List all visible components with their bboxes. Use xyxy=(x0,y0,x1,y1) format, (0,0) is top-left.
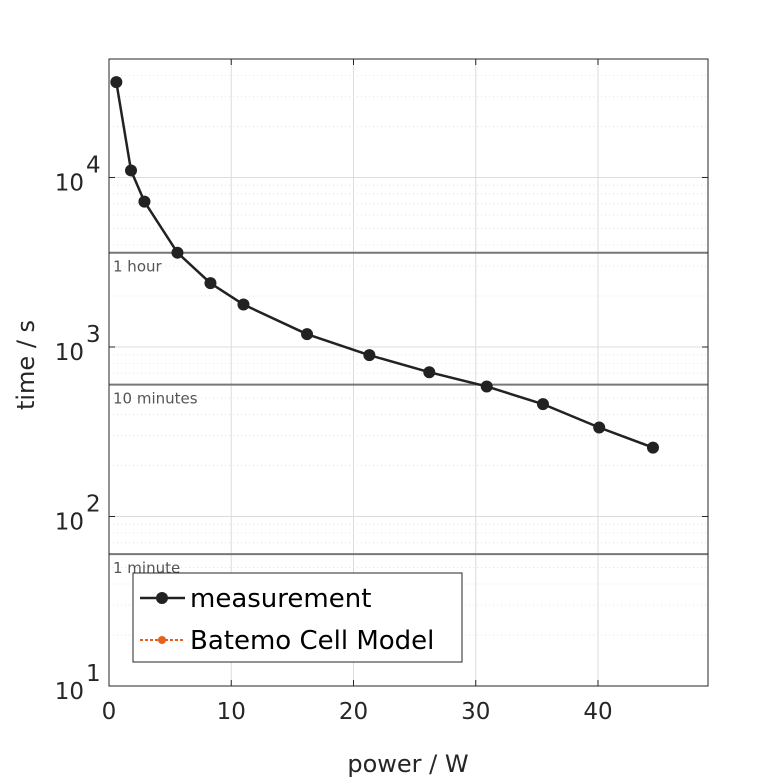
legend-measurement-marker xyxy=(156,592,168,604)
data-point xyxy=(204,277,217,290)
x-tick-label: 20 xyxy=(339,699,368,725)
x-tick-label: 0 xyxy=(102,699,117,725)
data-point xyxy=(536,398,549,411)
data-point xyxy=(125,164,138,177)
y-tick-label-exponent: 2 xyxy=(86,491,101,517)
y-tick-label: 10 xyxy=(55,340,84,366)
y-tick-label-exponent: 3 xyxy=(86,322,101,348)
data-point xyxy=(237,298,250,311)
legend-batemo-marker xyxy=(158,636,166,644)
x-axis-label: power / W xyxy=(347,750,468,778)
y-tick-label: 10 xyxy=(55,679,84,705)
y-tick-label-exponent: 1 xyxy=(86,661,101,687)
data-point xyxy=(110,76,123,89)
x-tick-label: 10 xyxy=(217,699,246,725)
plot-area-frame xyxy=(108,58,709,687)
y-axis-label: time / s xyxy=(12,320,40,410)
legend-batemo-label: Batemo Cell Model xyxy=(190,626,434,656)
data-point xyxy=(480,380,493,393)
data-point xyxy=(301,328,314,341)
x-tick-label: 40 xyxy=(583,699,612,725)
series xyxy=(110,76,659,454)
reference-line-label: 1 hour xyxy=(113,258,163,276)
x-tick-label: 30 xyxy=(461,699,490,725)
legend-measurement-label: measurement xyxy=(190,584,371,614)
data-point xyxy=(423,366,436,379)
data-point xyxy=(138,195,151,208)
y-tick-label-exponent: 4 xyxy=(86,152,101,178)
y-tick-label: 10 xyxy=(55,509,84,535)
data-point xyxy=(593,421,606,434)
data-point xyxy=(363,349,376,362)
y-tick-label: 10 xyxy=(55,170,84,196)
reference-line-label: 10 minutes xyxy=(113,390,198,408)
data-point xyxy=(646,441,659,454)
legend: measurement Batemo Cell Model xyxy=(132,572,463,663)
legend-box xyxy=(132,572,463,663)
data-point xyxy=(171,246,184,259)
